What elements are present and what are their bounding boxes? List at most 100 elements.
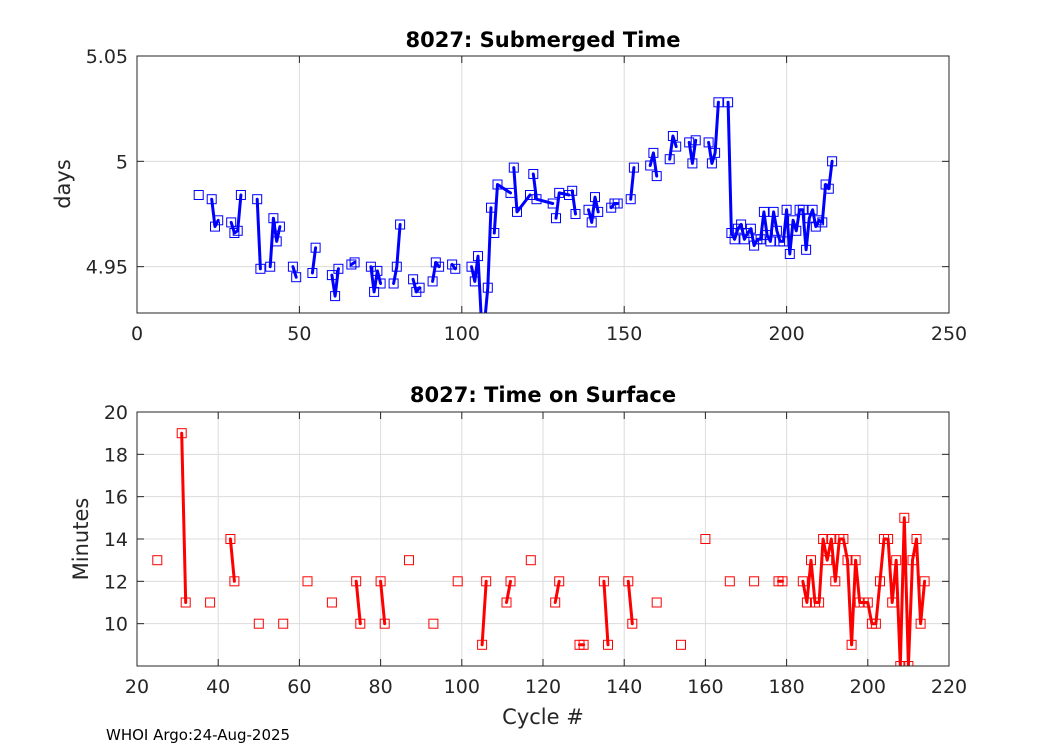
surface-data-point bbox=[603, 639, 613, 650]
surface-data-point bbox=[205, 597, 216, 608]
surface-data-point bbox=[838, 534, 849, 544]
submerged-data-point bbox=[375, 278, 386, 289]
surface-data-point bbox=[826, 534, 837, 544]
surface-series-line bbox=[228, 537, 236, 583]
submerged-data-point bbox=[788, 215, 799, 226]
surface-x-tick-label: 120 bbox=[525, 676, 561, 698]
surface-markers bbox=[152, 428, 930, 666]
submerged-data-point bbox=[736, 219, 747, 230]
surface-data-point bbox=[883, 534, 894, 544]
surface-x-tick-label: 220 bbox=[931, 676, 967, 698]
surface-data-point bbox=[724, 576, 735, 587]
surface-chart-title: 8027: Time on Surface bbox=[410, 383, 676, 407]
submerged-data-point bbox=[583, 204, 594, 215]
submerged-series-line bbox=[648, 151, 659, 178]
surface-data-point bbox=[501, 597, 512, 608]
surface-data-point bbox=[627, 618, 638, 629]
submerged-data-point bbox=[206, 194, 217, 205]
submerged-data-point bbox=[612, 198, 623, 209]
submerged-data-point bbox=[706, 158, 717, 169]
submerged-data-point bbox=[645, 160, 656, 171]
surface-data-point bbox=[253, 618, 264, 629]
submerged-data-point bbox=[229, 228, 240, 238]
surface-data-point bbox=[554, 576, 565, 587]
submerged-data-point bbox=[388, 278, 399, 289]
surface-series-line bbox=[801, 516, 927, 666]
surface-data-point bbox=[278, 618, 289, 629]
submerged-data-point bbox=[486, 202, 496, 213]
submerged-data-point bbox=[505, 187, 516, 198]
surface-data-point bbox=[806, 555, 816, 566]
surface-x-tick-label: 100 bbox=[444, 676, 480, 698]
submerged-data-point bbox=[349, 257, 360, 268]
surface-y-tick-label: 10 bbox=[104, 614, 128, 636]
submerged-data-point bbox=[330, 291, 341, 302]
surface-x-tick-label: 60 bbox=[287, 676, 311, 698]
submerged-data-point bbox=[758, 206, 769, 217]
submerged-x-tick-label: 150 bbox=[606, 323, 642, 345]
surface-data-point bbox=[302, 576, 313, 587]
submerged-data-point bbox=[213, 215, 224, 226]
submerged-data-point bbox=[586, 217, 597, 228]
surface-x-tick-label: 180 bbox=[768, 676, 804, 698]
submerged-data-point bbox=[551, 213, 561, 224]
submerged-data-point bbox=[466, 261, 477, 272]
submerged-x-tick-label: 100 bbox=[444, 323, 480, 345]
submerged-data-point bbox=[531, 194, 542, 205]
submerged-data-point bbox=[473, 251, 483, 262]
submerged-data-point bbox=[235, 190, 246, 200]
submerged-data-point bbox=[469, 276, 480, 287]
submerged-data-point bbox=[482, 282, 493, 293]
submerged-data-point bbox=[193, 190, 204, 200]
surface-data-point bbox=[550, 597, 561, 608]
submerged-data-point bbox=[703, 137, 714, 148]
submerged-data-point bbox=[723, 97, 734, 108]
submerged-data-point bbox=[713, 97, 724, 108]
submerged-data-point bbox=[739, 234, 750, 245]
submerged-series-line bbox=[668, 134, 678, 161]
submerged-series-line bbox=[609, 202, 620, 210]
surface-data-point bbox=[623, 576, 634, 587]
submerged-data-point bbox=[547, 198, 558, 209]
submerged-data-point bbox=[823, 183, 834, 194]
submerged-series-line bbox=[512, 166, 532, 214]
submerged-time-chart: 0 50 100 150 200 250 4.95 5 5.05 8027: Submerge… bbox=[51, 28, 967, 345]
submerged-data-point bbox=[255, 263, 266, 274]
surface-series-line bbox=[180, 431, 188, 604]
surface-series-line bbox=[379, 579, 387, 626]
surface-data-point bbox=[850, 555, 861, 566]
submerged-data-point bbox=[395, 219, 406, 230]
surface-data-point bbox=[797, 576, 808, 587]
submerged-data-point bbox=[804, 213, 815, 224]
surface-data-point bbox=[351, 576, 362, 587]
submerged-x-tick-label: 0 bbox=[131, 323, 143, 345]
surface-data-point bbox=[818, 534, 829, 544]
submerged-data-point bbox=[414, 282, 425, 293]
submerged-x-ticks: 0 50 100 150 200 250 bbox=[131, 56, 967, 345]
submerged-data-point bbox=[687, 158, 698, 169]
submerged-y-axis-label: days bbox=[51, 159, 75, 209]
submerged-data-point bbox=[791, 225, 802, 236]
submerged-data-point bbox=[690, 135, 701, 146]
submerged-data-point bbox=[651, 171, 662, 182]
surface-data-point bbox=[919, 576, 930, 587]
surface-x-tick-label: 140 bbox=[606, 676, 642, 698]
submerged-data-point bbox=[648, 147, 659, 158]
submerged-data-point bbox=[768, 206, 779, 217]
surface-y-axis-label: Minutes bbox=[69, 498, 93, 581]
surface-data-point bbox=[862, 597, 873, 608]
submerged-data-point bbox=[434, 261, 445, 272]
submerged-data-point bbox=[817, 217, 828, 228]
surface-y-tick-label: 16 bbox=[104, 487, 128, 509]
submerged-series-line bbox=[255, 197, 262, 271]
surface-data-point bbox=[355, 618, 366, 629]
submerged-data-point bbox=[667, 131, 678, 141]
surface-data-point bbox=[176, 428, 187, 439]
surface-series-line bbox=[505, 579, 512, 604]
surface-data-point bbox=[379, 618, 390, 629]
submerged-data-point bbox=[729, 234, 740, 245]
submerged-data-point bbox=[593, 206, 604, 217]
submerged-data-point bbox=[664, 154, 675, 165]
submerged-chart-title: 8027: Submerged Time bbox=[405, 28, 680, 52]
